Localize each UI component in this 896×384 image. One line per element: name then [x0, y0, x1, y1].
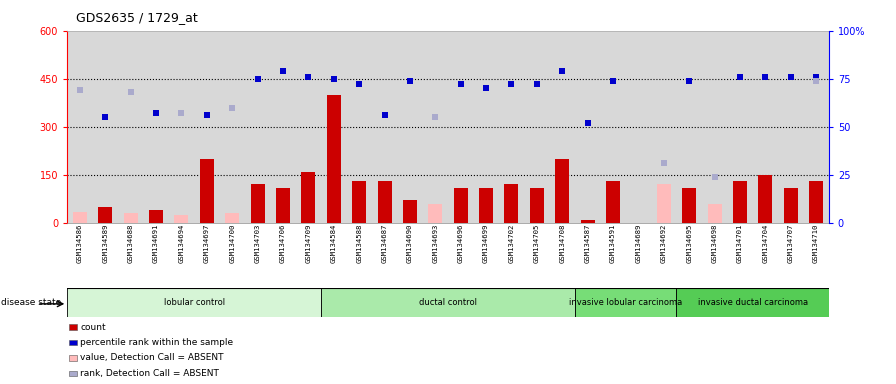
- Text: GSM134708: GSM134708: [559, 224, 565, 263]
- Bar: [575, 288, 676, 317]
- Text: GDS2635 / 1729_at: GDS2635 / 1729_at: [76, 12, 198, 25]
- Bar: [327, 95, 340, 223]
- Text: GSM134697: GSM134697: [203, 224, 210, 263]
- Bar: [682, 187, 696, 223]
- Text: GSM134587: GSM134587: [584, 224, 590, 263]
- Text: disease state: disease state: [1, 298, 61, 307]
- Bar: [149, 210, 163, 223]
- Text: GSM134589: GSM134589: [102, 224, 108, 263]
- Text: invasive ductal carcinoma: invasive ductal carcinoma: [698, 298, 807, 307]
- Text: GSM134689: GSM134689: [635, 224, 642, 263]
- Bar: [403, 200, 417, 223]
- Text: GSM134707: GSM134707: [788, 224, 794, 263]
- Text: GSM134702: GSM134702: [508, 224, 514, 263]
- Text: GSM134705: GSM134705: [534, 224, 540, 263]
- Bar: [73, 212, 87, 223]
- Text: GSM134584: GSM134584: [331, 224, 337, 263]
- Text: rank, Detection Call = ABSENT: rank, Detection Call = ABSENT: [80, 369, 219, 378]
- Bar: [200, 159, 214, 223]
- Bar: [69, 355, 77, 361]
- Text: GSM134695: GSM134695: [686, 224, 693, 263]
- Bar: [676, 288, 829, 317]
- Bar: [809, 181, 823, 223]
- Text: GSM134692: GSM134692: [660, 224, 667, 263]
- Text: invasive lobular carcinoma: invasive lobular carcinoma: [569, 298, 683, 307]
- Text: GSM134700: GSM134700: [229, 224, 236, 263]
- Bar: [69, 324, 77, 330]
- Bar: [428, 204, 443, 223]
- Bar: [175, 215, 188, 223]
- Bar: [99, 207, 112, 223]
- Bar: [453, 187, 468, 223]
- Bar: [606, 181, 620, 223]
- Text: lobular control: lobular control: [164, 298, 225, 307]
- Bar: [784, 187, 797, 223]
- Text: GSM134591: GSM134591: [610, 224, 616, 263]
- Bar: [225, 213, 239, 223]
- Text: value, Detection Call = ABSENT: value, Detection Call = ABSENT: [80, 353, 224, 362]
- Text: GSM134693: GSM134693: [432, 224, 438, 263]
- Bar: [67, 288, 321, 317]
- Bar: [504, 184, 519, 223]
- Bar: [301, 172, 315, 223]
- Text: GSM134698: GSM134698: [711, 224, 718, 263]
- Text: GSM134694: GSM134694: [178, 224, 185, 263]
- Text: GSM134690: GSM134690: [407, 224, 413, 263]
- Bar: [657, 184, 671, 223]
- Bar: [377, 181, 392, 223]
- Bar: [581, 220, 595, 223]
- Text: GSM134703: GSM134703: [254, 224, 261, 263]
- Text: percentile rank within the sample: percentile rank within the sample: [80, 338, 233, 347]
- Text: GSM134709: GSM134709: [306, 224, 312, 263]
- Bar: [321, 288, 575, 317]
- Bar: [758, 175, 772, 223]
- Text: GSM134710: GSM134710: [813, 224, 819, 263]
- Text: GSM134704: GSM134704: [762, 224, 769, 263]
- Text: GSM134687: GSM134687: [382, 224, 388, 263]
- Text: GSM134586: GSM134586: [77, 224, 83, 263]
- Bar: [733, 181, 747, 223]
- Bar: [69, 371, 77, 376]
- Bar: [124, 213, 138, 223]
- Bar: [479, 187, 493, 223]
- Bar: [251, 184, 264, 223]
- Text: GSM134706: GSM134706: [280, 224, 286, 263]
- Text: GSM134688: GSM134688: [127, 224, 134, 263]
- Bar: [352, 181, 366, 223]
- Bar: [708, 204, 721, 223]
- Text: GSM134699: GSM134699: [483, 224, 489, 263]
- Bar: [69, 340, 77, 345]
- Text: ductal control: ductal control: [419, 298, 477, 307]
- Text: GSM134701: GSM134701: [737, 224, 743, 263]
- Text: count: count: [80, 323, 106, 332]
- Bar: [276, 187, 290, 223]
- Text: GSM134696: GSM134696: [458, 224, 464, 263]
- Text: GSM134691: GSM134691: [153, 224, 159, 263]
- Bar: [556, 159, 569, 223]
- Text: GSM134588: GSM134588: [356, 224, 362, 263]
- Bar: [530, 187, 544, 223]
